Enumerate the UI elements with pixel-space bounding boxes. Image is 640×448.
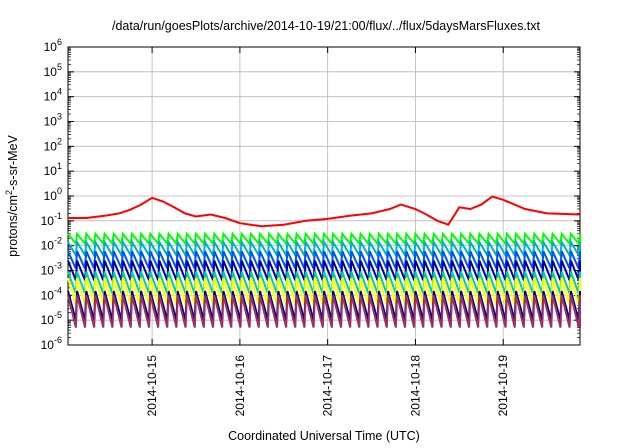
flux-series-line: [67, 295, 581, 328]
y-tick-label: 10-4: [41, 285, 62, 302]
y-axis-label-base: protons/cm: [6, 195, 20, 257]
y-axis-label: protons/cm2-s-sr-MeV: [4, 134, 20, 256]
flux-series-line: [67, 231, 581, 247]
x-tick-label: 2014-10-18: [408, 355, 422, 417]
flux-series-line: [68, 195, 581, 228]
y-tick-label: 103: [44, 112, 62, 129]
y-tick-label: 10-5: [41, 310, 62, 327]
y-tick-label: 105: [44, 62, 62, 79]
x-axis-label: Coordinated Universal Time (UTC): [228, 429, 420, 443]
flux-series-line: [67, 260, 581, 281]
y-tick-label: 104: [44, 87, 62, 104]
x-axis: 2014-10-15 2014-10-16 2014-10-17 2014-10-18…: [145, 47, 510, 416]
y-tick-label: 100: [44, 186, 62, 203]
y-axis-label-rest: -s-sr-MeV: [6, 134, 20, 190]
series-group: [67, 195, 581, 328]
x-tick-label: 2014-10-17: [321, 355, 335, 417]
flux-series-line: [67, 271, 581, 294]
y-axis-label-superscript: 2: [4, 190, 14, 195]
flux-series-line: [67, 238, 581, 259]
flux-series-line: [67, 250, 581, 269]
y-tick-label: 102: [44, 136, 62, 153]
y-tick-label: 106: [44, 37, 62, 54]
y-tick-label: 10-1: [41, 211, 62, 228]
x-tick-label: 2014-10-15: [145, 355, 159, 417]
flux-series-line: [67, 290, 581, 321]
x-tick-label: 2014-10-16: [233, 355, 247, 417]
y-axis: 10-6 10-5 10-4 10-3 10-2 10-1 100 101 102 103 104 1…: [41, 37, 580, 352]
y-tick-label: 10-3: [41, 261, 62, 278]
y-tick-label: 10-2: [41, 236, 62, 253]
chart-title: /data/run/goesPlots/archive/2014-10-19/2…: [112, 19, 541, 33]
gridlines: [68, 47, 580, 345]
x-tick-label: 2014-10-19: [496, 355, 510, 417]
y-tick-label: 101: [44, 161, 62, 178]
flux-series-line: [67, 277, 581, 306]
y-tick-label: 10-6: [41, 335, 62, 352]
